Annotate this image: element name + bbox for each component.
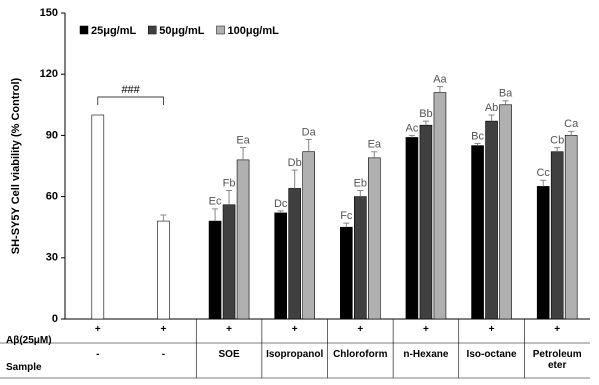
significance-label: Cb	[550, 135, 564, 147]
error-bar	[160, 214, 167, 222]
error-bar	[240, 147, 247, 160]
y-tick-label: 150	[40, 7, 58, 19]
significance-label: Da	[302, 126, 317, 138]
error-bar	[291, 169, 298, 189]
bar	[302, 151, 315, 320]
bar	[499, 104, 512, 320]
treatment-label: +	[94, 324, 101, 335]
bar	[485, 120, 498, 320]
bar	[236, 159, 250, 320]
bar	[564, 135, 578, 320]
error-bar	[422, 120, 429, 126]
significance-label: Dc	[274, 198, 288, 210]
significance-label: Ea	[236, 135, 250, 147]
bar	[550, 151, 564, 320]
significance-label: Bb	[419, 108, 432, 120]
bar	[91, 114, 105, 320]
treatment-label: +	[226, 324, 232, 335]
x-tick-label: Petroleum eter	[532, 349, 582, 371]
error-bar	[488, 114, 495, 122]
bar	[274, 212, 287, 320]
x-tick-label: -	[96, 349, 100, 360]
x-tick-label: Isopropanol	[266, 349, 324, 360]
treatment-label: +	[423, 324, 429, 335]
row-label: Aβ(25μM)	[6, 335, 52, 346]
legend-label: 100μg/mL	[228, 25, 280, 37]
y-tick-label: 30	[46, 252, 58, 264]
bar	[536, 186, 550, 320]
error-bar	[408, 134, 415, 138]
significance-label: Ac	[406, 122, 419, 134]
error-bar	[277, 210, 284, 213]
annotation: ###	[121, 84, 140, 96]
error-bar	[540, 179, 547, 187]
error-bar	[371, 151, 378, 158]
error-bar	[343, 222, 350, 228]
y-axis-label: SH-SY5Y Cell viability (% Control)	[10, 77, 22, 254]
significance-label: Ec	[209, 196, 222, 208]
bar	[222, 204, 236, 320]
error-bar	[502, 100, 509, 105]
significance-bracket	[97, 96, 164, 105]
significance-label: Ba	[499, 88, 513, 100]
legend-swatch	[79, 25, 89, 35]
y-tick-label: 60	[46, 191, 58, 203]
error-bar	[212, 208, 219, 222]
significance-label: Db	[288, 157, 302, 169]
bar	[405, 137, 419, 320]
bar	[433, 92, 447, 320]
legend-swatch	[148, 25, 157, 35]
significance-label: Bc	[471, 130, 484, 142]
legend-label: 50μg/mL	[159, 25, 205, 37]
bar	[354, 196, 367, 320]
bar	[471, 145, 484, 320]
treatment-label: +	[357, 324, 364, 335]
x-tick-label: Chloroform	[333, 349, 388, 360]
treatment-label: +	[160, 324, 167, 335]
significance-label: Cc	[536, 167, 550, 179]
treatment-label: +	[291, 324, 298, 335]
significance-label: Fb	[223, 177, 236, 189]
x-tick-label: -	[161, 349, 166, 360]
treatment-label: +	[554, 324, 561, 335]
error-bar	[554, 147, 561, 152]
significance-label: Ca	[564, 118, 579, 130]
bar	[368, 157, 381, 320]
x-tick-label: n-Hexane	[403, 349, 449, 360]
bar	[340, 226, 353, 320]
significance-label: Eb	[354, 177, 367, 189]
error-bar	[474, 143, 481, 146]
x-tick-label: SOE	[218, 349, 240, 360]
legend-label: 25μg/mL	[91, 25, 137, 37]
row-label: Sample	[6, 362, 42, 373]
error-bar	[226, 189, 233, 205]
bar	[419, 124, 433, 320]
significance-label: Ea	[368, 139, 382, 151]
bar	[288, 188, 301, 320]
error-bar	[357, 189, 364, 197]
bar	[208, 220, 222, 320]
x-tick-label: Iso-octane	[466, 349, 517, 360]
significance-label: Ab	[485, 102, 498, 114]
error-bar	[436, 85, 443, 93]
legend-swatch	[216, 25, 225, 35]
error-bar	[305, 138, 312, 152]
y-tick-label: 120	[40, 68, 58, 80]
bar	[157, 220, 170, 320]
y-tick-label: 0	[52, 313, 58, 325]
significance-label: Fc	[340, 210, 353, 222]
significance-label: Aa	[433, 73, 447, 85]
y-tick-label: 90	[46, 129, 58, 141]
error-bar	[568, 130, 575, 136]
treatment-label: +	[488, 324, 495, 335]
